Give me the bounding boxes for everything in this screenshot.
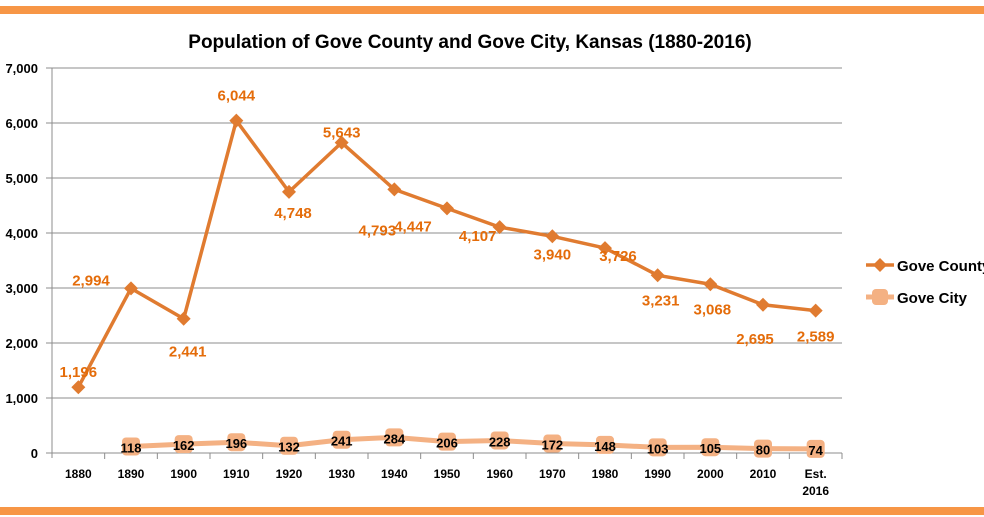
data-label: 1,196: [60, 364, 98, 381]
x-tick-label: Est.: [805, 467, 827, 481]
data-label: 172: [541, 438, 563, 453]
y-tick-label: 7,000: [5, 61, 38, 76]
x-tick-label: 1980: [592, 467, 619, 481]
data-point: [71, 380, 86, 395]
data-point: [174, 435, 193, 454]
data-label: 2,589: [797, 329, 835, 346]
data-point: [227, 433, 246, 452]
data-point: [543, 434, 562, 453]
legend-label: Gove City: [897, 290, 968, 307]
x-tick-label: 1910: [223, 467, 250, 481]
legend-marker: [873, 258, 887, 272]
data-label: 74: [808, 443, 823, 458]
data-label: 80: [756, 443, 770, 458]
x-tick-label: 2016: [802, 484, 829, 498]
y-tick-label: 6,000: [5, 116, 38, 131]
data-point: [438, 432, 456, 451]
x-tick-label: 1970: [539, 467, 566, 481]
data-label: 3,231: [642, 292, 680, 309]
data-label: 2,994: [72, 272, 110, 289]
data-point: [387, 182, 402, 197]
data-point: [701, 438, 720, 457]
y-tick-label: 2,000: [5, 336, 38, 351]
data-point: [598, 241, 612, 256]
x-tick-label: 1940: [381, 467, 408, 481]
data-point: [176, 311, 191, 326]
data-point: [754, 439, 772, 458]
x-tick-label: 1930: [328, 467, 355, 481]
data-label: 284: [383, 431, 405, 446]
bottom-border: [0, 507, 984, 515]
data-label: 2,695: [736, 331, 774, 348]
data-point: [808, 303, 823, 318]
y-tick-label: 1,000: [5, 391, 38, 406]
legend-label: Gove County: [897, 258, 984, 275]
x-tick-label: 1890: [118, 467, 145, 481]
data-label: 6,044: [218, 88, 256, 105]
chart-title: Population of Gove County and Gove City,…: [188, 32, 751, 53]
data-label: 4,793: [359, 222, 397, 239]
y-tick-label: 3,000: [5, 281, 38, 296]
data-point: [703, 277, 718, 292]
data-point: [806, 439, 825, 458]
data-point: [229, 113, 244, 128]
data-point: [545, 229, 560, 244]
data-label: 3,726: [599, 248, 637, 265]
data-point: [440, 201, 454, 216]
data-label: 105: [699, 441, 721, 456]
data-label: 4,107: [459, 228, 497, 245]
data-label: 103: [647, 441, 669, 456]
data-point: [332, 430, 351, 449]
data-point: [282, 184, 296, 199]
data-label: 5,643: [323, 125, 361, 142]
x-tick-label: 1900: [170, 467, 197, 481]
data-label: 196: [225, 436, 247, 451]
data-point: [385, 428, 404, 447]
data-label: 132: [278, 440, 300, 455]
data-point: [756, 297, 770, 312]
data-point: [490, 431, 509, 450]
data-point: [648, 438, 667, 457]
y-tick-label: 0: [31, 446, 38, 461]
data-point: [124, 281, 138, 296]
y-tick-label: 4,000: [5, 226, 38, 241]
y-tick-label: 5,000: [5, 171, 38, 186]
x-tick-label: 1920: [276, 467, 303, 481]
data-label: 3,940: [534, 246, 572, 263]
data-label: 148: [594, 439, 616, 454]
data-label: 118: [121, 441, 142, 456]
legend-marker: [872, 289, 888, 305]
x-tick-label: 2010: [750, 467, 777, 481]
data-point: [596, 435, 614, 454]
x-tick-label: 2000: [697, 467, 724, 481]
data-point: [280, 436, 298, 455]
data-label: 228: [489, 434, 511, 449]
data-point: [650, 268, 665, 283]
top-border: [0, 6, 984, 14]
x-tick-label: 1960: [486, 467, 513, 481]
data-label: 206: [436, 436, 458, 451]
x-tick-label: 1950: [434, 467, 461, 481]
data-label: 2,441: [169, 344, 207, 361]
data-label: 4,748: [274, 205, 312, 222]
data-label: 241: [331, 434, 353, 449]
x-tick-label: 1990: [644, 467, 671, 481]
data-point: [492, 220, 507, 235]
data-label: 4,447: [394, 218, 432, 235]
data-point: [334, 135, 349, 150]
data-point: [122, 437, 140, 456]
data-label: 162: [173, 438, 195, 453]
x-tick-label: 1880: [65, 467, 92, 481]
data-label: 3,068: [694, 301, 732, 318]
